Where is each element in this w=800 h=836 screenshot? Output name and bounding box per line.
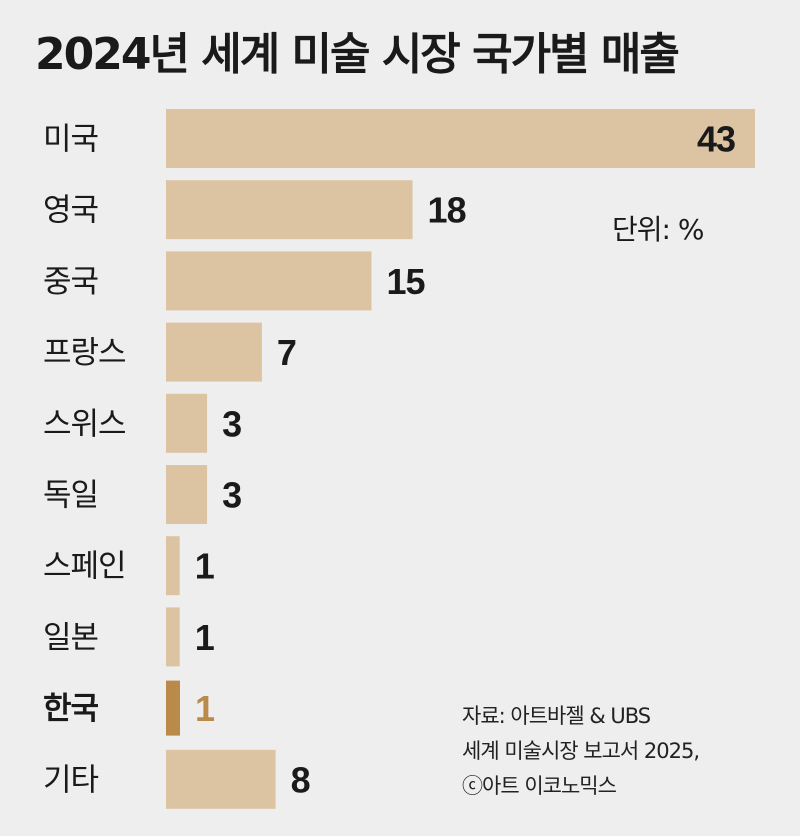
bar [166, 322, 262, 382]
bar [166, 749, 276, 809]
bar [166, 180, 413, 240]
unit-label: 단위: % [612, 213, 704, 246]
category-label: 독일 [43, 478, 98, 514]
source-note: 자료: 아트바젤 & UBS 세계 미술시장 보고서 2025, ⓒ아트 이코노… [462, 699, 700, 804]
source-line-3: ⓒ아트 이코노믹스 [462, 774, 617, 798]
category-label: 프랑스 [43, 335, 126, 371]
bar [166, 536, 180, 596]
source-line-1: 자료: 아트바젤 & UBS [462, 704, 651, 728]
category-label: 미국 [43, 122, 98, 158]
value-label: 7 [277, 332, 296, 373]
value-label: 1 [195, 688, 215, 729]
category-label: 스페인 [43, 549, 126, 585]
bar [166, 109, 755, 168]
category-label: 기타 [43, 762, 99, 798]
value-label: 43 [697, 119, 735, 160]
source-line-2: 세계 미술시장 보고서 2025, [462, 739, 700, 763]
value-label: 15 [386, 261, 425, 302]
value-label: 3 [222, 475, 241, 516]
value-label: 3 [222, 403, 241, 444]
value-label: 18 [428, 190, 466, 231]
chart-title: 2024년 세계 미술 시장 국가별 매출 [35, 29, 680, 80]
value-label: 1 [195, 617, 215, 658]
category-label: 한국 [43, 691, 99, 727]
category-label: 스위스 [43, 406, 126, 442]
bar [166, 393, 208, 453]
value-label: 1 [195, 546, 215, 587]
category-label: 중국 [43, 264, 98, 300]
category-label: 영국 [43, 193, 98, 229]
category-label: 일본 [43, 620, 98, 656]
bar [166, 465, 208, 524]
value-label: 8 [291, 759, 310, 800]
bar [166, 607, 180, 667]
bar [166, 251, 372, 311]
bar [166, 680, 180, 736]
